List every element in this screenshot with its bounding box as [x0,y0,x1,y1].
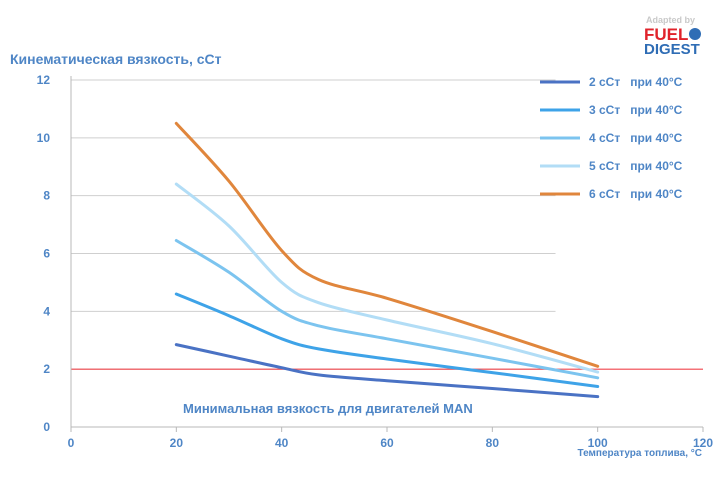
logo-digest-text: DIGEST [644,41,700,58]
x-tick-label: 0 [68,436,75,450]
series-line-4cst [174,239,600,380]
legend: 2 сСт при 40°C 3 сСт при 40°C 4 сСт при 40… [540,75,683,201]
logo-fuel-text: FUEL [644,25,688,44]
x-tick-label: 80 [486,436,500,450]
x-tick-label: 100 [588,436,608,450]
min-viscosity-annotation: Минимальная вязкость для двигателей MAN [183,401,473,416]
logo-adapted-by: Adapted by [646,15,695,25]
fuel-digest-logo: Adapted by FUEL DIGEST [644,15,701,58]
y-tick-label: 0 [43,420,50,434]
series-line-6cst [174,121,600,368]
x-axis-label: Температура топлива, °С [577,448,702,459]
y-tick-label: 2 [43,362,50,376]
series-line-3cst [174,292,600,388]
x-tick-label: 60 [380,436,394,450]
series-line-2cst [174,343,600,399]
y-tick-label: 10 [37,131,51,145]
grid-lines [71,79,703,370]
y-tick-label: 6 [43,247,50,261]
series-lines [174,121,600,399]
legend-label: 5 сСт при 40°C [589,159,683,173]
legend-label: 3 сСт при 40°C [589,103,683,117]
y-tick-label: 12 [37,73,51,87]
legend-label: 2 сСт при 40°C [589,75,683,89]
series-line-5cst [174,182,600,374]
axes [70,76,704,432]
x-tick-label: 20 [170,436,184,450]
legend-label: 4 сСт при 40°C [589,131,683,145]
y-tick-label: 8 [43,189,50,203]
y-tick-label: 4 [43,304,50,318]
logo-drop-icon [689,28,701,40]
x-tick-label: 40 [275,436,289,450]
x-tick-label: 120 [693,436,713,450]
y-axis-label: Кинематическая вязкость, сСт [10,51,222,67]
legend-label: 6 сСт при 40°C [589,187,683,201]
